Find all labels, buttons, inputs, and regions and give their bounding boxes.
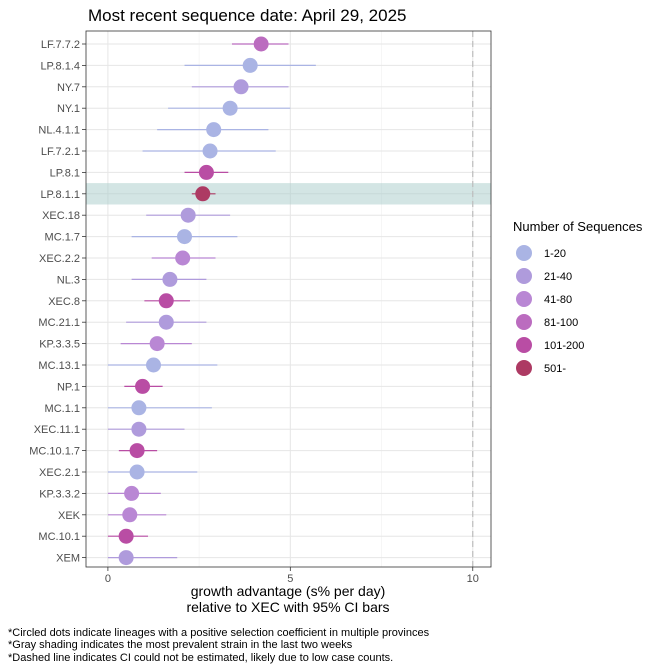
y-tick-label: LF.7.7.2	[41, 39, 80, 51]
y-tick-label: XEC.8	[48, 296, 80, 308]
legend-label: 21-40	[544, 271, 572, 283]
y-tick-label: KP.3.3.5	[39, 339, 80, 351]
data-point	[122, 507, 138, 523]
legend-label: 41-80	[544, 294, 572, 306]
plot-area	[85, 30, 492, 568]
x-axis-label-line1: growth advantage (s% per day)	[191, 583, 386, 599]
data-point	[177, 229, 193, 245]
legend-swatch	[516, 291, 532, 307]
plot-background	[86, 31, 491, 567]
x-tick-label: 0	[105, 573, 111, 585]
footnote-3: *Dashed line indicates CI could not be e…	[8, 652, 393, 664]
legend-swatch	[516, 360, 532, 376]
data-point	[242, 57, 258, 73]
data-point	[129, 443, 145, 459]
data-point	[253, 36, 269, 52]
highlight-band	[86, 183, 491, 205]
y-tick-label: XEC.11.1	[34, 424, 80, 436]
y-tick-label: MC.21.1	[38, 317, 80, 329]
data-point	[124, 485, 140, 501]
data-point	[118, 528, 134, 544]
y-tick-label: MC.10.1.7	[29, 446, 80, 458]
y-tick-label: LF.7.2.1	[41, 146, 80, 158]
plot-border	[85, 30, 492, 568]
legend-title: Number of Sequences	[513, 219, 643, 234]
y-tick-label: MC.1.7	[45, 232, 80, 244]
data-point	[158, 314, 174, 330]
y-tick-label: MC.13.1	[38, 360, 80, 372]
data-point	[202, 143, 218, 159]
data-point	[222, 100, 238, 116]
legend-label: 101-200	[544, 340, 584, 352]
data-point	[129, 464, 145, 480]
y-tick-label: LP.8.1	[50, 167, 80, 179]
y-tick-label: XEC.2.1	[39, 467, 80, 479]
y-tick-label: LP.8.1.4	[40, 60, 80, 72]
y-tick-label: NY.7	[57, 82, 80, 94]
y-tick-label: NY.1	[57, 103, 80, 115]
data-point	[175, 250, 191, 266]
y-tick-label: XEK	[58, 510, 81, 522]
legend-label: 81-100	[544, 317, 578, 329]
data-point	[233, 79, 249, 95]
y-tick-label: XEM	[56, 553, 80, 565]
x-tick-label: 10	[467, 573, 479, 585]
data-point	[162, 271, 178, 287]
legend-swatch	[516, 245, 532, 261]
y-tick-label: LP.8.1.1	[40, 189, 80, 201]
legend-entries: 1-20 21-40 41-80 81-100 101-200 501-	[516, 245, 584, 376]
x-tick-label: 5	[287, 573, 293, 585]
data-point	[149, 336, 165, 352]
legend-swatch	[516, 337, 532, 353]
points	[118, 36, 269, 566]
data-point	[135, 378, 151, 394]
legend-swatch	[516, 314, 532, 330]
y-tick-label: KP.3.3.2	[39, 488, 80, 500]
data-point	[118, 550, 134, 566]
y-tick-label: NL.4.1.1	[38, 125, 80, 137]
data-point	[131, 421, 147, 437]
footnotes: *Circled dots indicate lineages with a p…	[8, 627, 430, 664]
y-tick-label: MC.1.1	[45, 403, 80, 415]
x-axis-ticks: 0 5 10	[105, 567, 479, 585]
data-point	[146, 357, 161, 373]
x-axis-label-line2: relative to XEC with 95% CI bars	[186, 599, 389, 615]
y-tick-label: MC.10.1	[38, 531, 80, 543]
data-point	[206, 122, 222, 138]
data-point	[180, 207, 196, 223]
data-point	[131, 400, 147, 416]
y-tick-label: NL.3	[57, 274, 80, 286]
data-point	[195, 186, 211, 202]
legend-label: 1-20	[544, 248, 566, 260]
data-point	[158, 293, 174, 309]
y-tick-label: XEC.2.2	[39, 253, 80, 265]
legend: Number of Sequences 1-20 21-40 41-80 81-100…	[513, 219, 643, 376]
data-point	[198, 164, 214, 180]
footnote-1: *Circled dots indicate lineages with a p…	[8, 627, 430, 639]
chart-title: Most recent sequence date: April 29, 202…	[88, 6, 406, 25]
legend-swatch	[516, 268, 532, 284]
y-tick-label: NP.1	[57, 381, 80, 393]
y-tick-label: XEC.18	[42, 210, 80, 222]
y-axis-ticks: LF.7.7.2 LP.8.1.4 NY.7 NY.1 NL.4.1.1 LF.7.2.1…	[29, 39, 86, 565]
legend-label: 501-	[544, 363, 566, 375]
footnote-2: *Gray shading indicates the most prevale…	[8, 639, 353, 651]
